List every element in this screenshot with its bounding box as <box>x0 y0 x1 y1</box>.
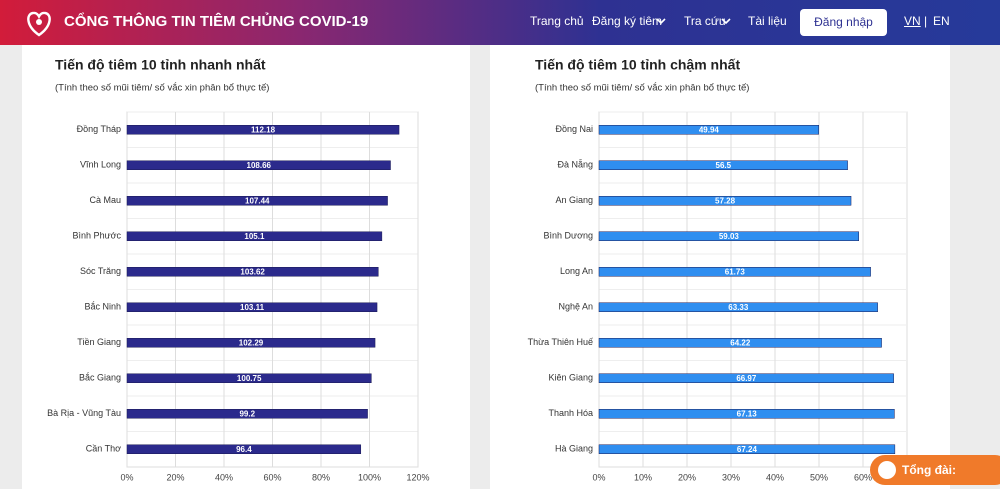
value-label: 108.66 <box>247 161 272 170</box>
y-tick-label: Đồng Nai <box>555 124 593 134</box>
chevron <box>656 18 666 25</box>
bar <box>126 409 368 419</box>
chevron <box>721 18 731 25</box>
login-button[interactable]: Đăng nhập <box>800 9 887 36</box>
value-label: 99.2 <box>239 409 255 418</box>
x-tick-label: 50% <box>810 472 828 482</box>
y-tick-label: Đồng Tháp <box>77 124 121 134</box>
value-label: 67.24 <box>737 445 758 454</box>
value-label: 112.18 <box>251 125 276 134</box>
bar <box>126 302 378 312</box>
x-tick-label: 20% <box>678 472 696 482</box>
y-tick-label: Bắc Ninh <box>84 302 121 312</box>
y-tick-label: Đà Nẵng <box>557 160 593 170</box>
separator: | <box>924 14 928 28</box>
x-tick-label: 30% <box>722 472 740 482</box>
value-label: 64.22 <box>730 338 751 347</box>
y-tick-label: Bắc Giang <box>79 373 121 383</box>
bar <box>126 373 372 383</box>
x-tick-label: 20% <box>166 472 184 482</box>
bar <box>598 444 896 454</box>
x-tick-label: 60% <box>854 472 872 482</box>
value-label: 49.94 <box>699 125 720 134</box>
value-label: 57.28 <box>715 196 736 205</box>
y-tick-label: Tiền Giang <box>77 337 121 347</box>
bar <box>598 125 819 135</box>
hotline[interactable]: Tổng đài: 19009095 <box>870 455 1000 485</box>
bar <box>126 267 379 277</box>
value-label: 103.11 <box>240 303 265 312</box>
chart-subtitle: (Tính theo số mũi tiêm/ số vắc xin phân … <box>535 83 749 94</box>
y-tick-label: Hà Giang <box>555 444 593 454</box>
bar <box>598 160 848 170</box>
nav-link[interactable]: Tài liệu <box>748 14 787 28</box>
bar <box>598 196 852 206</box>
bar <box>598 302 878 312</box>
chart-subtitle: (Tính theo số mũi tiêm/ số vắc xin phân … <box>55 83 269 94</box>
y-tick-label: Sóc Trăng <box>80 266 121 276</box>
x-tick-label: 100% <box>358 472 381 482</box>
x-tick-label: 40% <box>215 472 233 482</box>
bar <box>598 373 894 383</box>
lang-vn[interactable]: VN <box>904 14 921 28</box>
value-label: 63.33 <box>728 303 749 312</box>
bar <box>126 125 400 135</box>
y-tick-label: Thanh Hóa <box>548 408 593 418</box>
value-label: 105.1 <box>244 232 265 241</box>
nav-link[interactable]: Trang chủ <box>530 14 584 28</box>
value-label: 59.03 <box>719 232 740 241</box>
nav-link[interactable]: Đăng ký tiêm <box>592 14 663 28</box>
y-tick-label: Vĩnh Long <box>80 160 121 170</box>
logo[interactable] <box>24 8 54 38</box>
y-tick-label: Bình Dương <box>544 231 593 241</box>
x-tick-label: 120% <box>406 472 429 482</box>
value-label: 67.13 <box>737 409 758 418</box>
value-label: 102.29 <box>239 338 264 347</box>
x-tick-label: 60% <box>263 472 281 482</box>
bar <box>598 409 895 419</box>
phone-icon <box>878 461 896 479</box>
bar <box>126 160 391 170</box>
y-tick-label: Cần Thơ <box>86 444 121 454</box>
value-label: 61.73 <box>725 267 746 276</box>
value-label: 56.5 <box>716 161 732 170</box>
x-tick-label: 80% <box>312 472 330 482</box>
y-tick-label: Bà Rịa - Vũng Tàu <box>47 408 121 418</box>
y-tick-label: Nghệ An <box>558 302 593 312</box>
hotline-label: Tổng đài: 19009095 <box>902 463 956 477</box>
value-label: 96.4 <box>236 445 252 454</box>
chart-title: Tiến độ tiêm 10 tỉnh nhanh nhất <box>55 57 266 73</box>
bar <box>126 338 376 348</box>
value-label: 107.44 <box>245 196 270 205</box>
bar <box>126 231 383 241</box>
nav-link[interactable]: Tra cứu <box>684 14 726 28</box>
y-tick-label: Cà Mau <box>89 195 121 205</box>
bar <box>126 444 362 454</box>
value-label: 66.97 <box>736 374 757 383</box>
y-tick-label: Kiên Giang <box>548 373 593 383</box>
value-label: 103.62 <box>240 267 265 276</box>
y-tick-label: Long An <box>560 266 593 276</box>
lang-en[interactable]: EN <box>933 14 950 28</box>
value-label: 100.75 <box>237 374 262 383</box>
bar <box>598 338 882 348</box>
bar <box>598 231 859 241</box>
y-tick-label: Bình Phước <box>73 231 122 241</box>
x-tick-label: 10% <box>634 472 652 482</box>
bar <box>126 196 388 206</box>
x-tick-label: 0% <box>592 472 605 482</box>
bar <box>598 267 871 277</box>
y-tick-label: Thừa Thiên Huế <box>528 337 593 347</box>
header: CỔNG THÔNG TIN TIÊM CHỦNG COVID-19 Trang… <box>0 0 1000 45</box>
x-tick-label: 0% <box>120 472 133 482</box>
chart-title: Tiến độ tiêm 10 tỉnh chậm nhất <box>535 57 740 73</box>
y-tick-label: An Giang <box>555 195 593 205</box>
site-title: CỔNG THÔNG TIN TIÊM CHỦNG COVID-19 <box>64 13 369 30</box>
x-tick-label: 40% <box>766 472 784 482</box>
